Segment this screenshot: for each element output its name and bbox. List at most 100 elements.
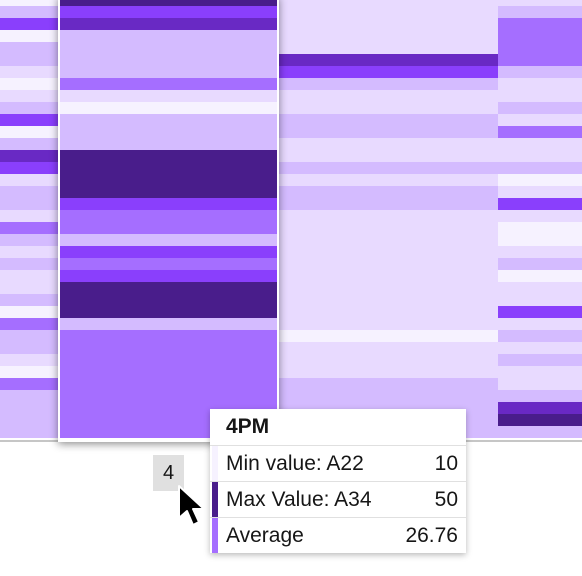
heatmap-cell[interactable] bbox=[60, 270, 278, 282]
heatmap-cell[interactable] bbox=[60, 330, 278, 342]
heatmap-cell[interactable] bbox=[498, 54, 582, 66]
heatmap-cell[interactable] bbox=[278, 30, 498, 42]
heatmap-cell[interactable] bbox=[498, 354, 582, 366]
heatmap-cell[interactable] bbox=[498, 234, 582, 246]
heatmap-cell[interactable] bbox=[60, 126, 278, 138]
heatmap-cell[interactable] bbox=[0, 54, 58, 66]
heatmap-cell[interactable] bbox=[498, 198, 582, 210]
heatmap-cell[interactable] bbox=[498, 342, 582, 354]
heatmap-cell[interactable] bbox=[278, 246, 498, 258]
heatmap-cell[interactable] bbox=[498, 378, 582, 390]
heatmap-cell[interactable] bbox=[0, 306, 58, 318]
heatmap-cell[interactable] bbox=[278, 282, 498, 294]
heatmap-cell[interactable] bbox=[278, 78, 498, 90]
heatmap-cell[interactable] bbox=[0, 402, 58, 414]
heatmap-cell[interactable] bbox=[278, 390, 498, 402]
heatmap-cell[interactable] bbox=[278, 366, 498, 378]
heatmap-cell[interactable] bbox=[0, 270, 58, 282]
heatmap-cell[interactable] bbox=[498, 78, 582, 90]
heatmap-cell[interactable] bbox=[0, 258, 58, 270]
heatmap-cell[interactable] bbox=[278, 210, 498, 222]
heatmap-cell[interactable] bbox=[278, 198, 498, 210]
heatmap-cell[interactable] bbox=[60, 90, 278, 102]
heatmap-cell[interactable] bbox=[60, 342, 278, 354]
heatmap-cell[interactable] bbox=[0, 390, 58, 402]
heatmap-cell[interactable] bbox=[0, 210, 58, 222]
heatmap-cell[interactable] bbox=[0, 234, 58, 246]
heatmap-cell[interactable] bbox=[0, 0, 58, 6]
heatmap-cell[interactable] bbox=[60, 222, 278, 234]
heatmap-cell[interactable] bbox=[0, 150, 58, 162]
heatmap-cell[interactable] bbox=[498, 210, 582, 222]
heatmap-cell[interactable] bbox=[498, 18, 582, 30]
heatmap-cell[interactable] bbox=[0, 354, 58, 366]
heatmap-cell[interactable] bbox=[60, 354, 278, 366]
heatmap-cell[interactable] bbox=[60, 258, 278, 270]
heatmap-cell[interactable] bbox=[60, 162, 278, 174]
heatmap-cell[interactable] bbox=[278, 234, 498, 246]
heatmap-cell[interactable] bbox=[278, 354, 498, 366]
heatmap-cell[interactable] bbox=[0, 162, 58, 174]
heatmap-cell[interactable] bbox=[0, 222, 58, 234]
heatmap-cell[interactable] bbox=[498, 294, 582, 306]
heatmap-cell[interactable] bbox=[60, 66, 278, 78]
heatmap-cell[interactable] bbox=[278, 114, 498, 126]
heatmap-cell[interactable] bbox=[0, 126, 58, 138]
heatmap-cell[interactable] bbox=[0, 114, 58, 126]
heatmap-cell[interactable] bbox=[60, 366, 278, 378]
heatmap-cell[interactable] bbox=[60, 294, 278, 306]
heatmap-cell[interactable] bbox=[0, 90, 58, 102]
heatmap-cell[interactable] bbox=[498, 186, 582, 198]
heatmap-cell[interactable] bbox=[278, 126, 498, 138]
heatmap-cell[interactable] bbox=[278, 318, 498, 330]
heatmap-cell[interactable] bbox=[498, 390, 582, 402]
heatmap-cell[interactable] bbox=[0, 42, 58, 54]
heatmap-cell[interactable] bbox=[498, 0, 582, 6]
heatmap-cell[interactable] bbox=[60, 42, 278, 54]
heatmap-cell[interactable] bbox=[498, 138, 582, 150]
heatmap-cell[interactable] bbox=[498, 126, 582, 138]
heatmap-cell[interactable] bbox=[0, 18, 58, 30]
heatmap-cell[interactable] bbox=[278, 18, 498, 30]
heatmap-cell[interactable] bbox=[498, 258, 582, 270]
heatmap-cell[interactable] bbox=[278, 186, 498, 198]
heatmap-cell[interactable] bbox=[278, 42, 498, 54]
heatmap-cell[interactable] bbox=[498, 306, 582, 318]
heatmap-cell[interactable] bbox=[0, 294, 58, 306]
heatmap-cell[interactable] bbox=[498, 330, 582, 342]
heatmap-cell[interactable] bbox=[60, 6, 278, 18]
heatmap-cell[interactable] bbox=[278, 306, 498, 318]
heatmap-cell[interactable] bbox=[278, 102, 498, 114]
heatmap-cell[interactable] bbox=[0, 426, 58, 438]
heatmap-cell[interactable] bbox=[278, 150, 498, 162]
heatmap-cell[interactable] bbox=[60, 114, 278, 126]
heatmap-cell[interactable] bbox=[498, 30, 582, 42]
heatmap-cell[interactable] bbox=[60, 54, 278, 66]
heatmap-cell[interactable] bbox=[60, 78, 278, 90]
heatmap-cell[interactable] bbox=[60, 18, 278, 30]
heatmap-cell[interactable] bbox=[278, 222, 498, 234]
heatmap-cell[interactable] bbox=[0, 138, 58, 150]
heatmap-cell[interactable] bbox=[498, 414, 582, 426]
heatmap-cell[interactable] bbox=[0, 378, 58, 390]
heatmap-cell[interactable] bbox=[0, 318, 58, 330]
heatmap-cell[interactable] bbox=[278, 0, 498, 6]
heatmap-cell[interactable] bbox=[0, 414, 58, 426]
heatmap-cell[interactable] bbox=[60, 198, 278, 210]
heatmap-cell[interactable] bbox=[0, 330, 58, 342]
heatmap-cell[interactable] bbox=[498, 222, 582, 234]
heatmap-cell[interactable] bbox=[498, 102, 582, 114]
heatmap-cell[interactable] bbox=[60, 30, 278, 42]
heatmap-cell[interactable] bbox=[498, 114, 582, 126]
heatmap-cell[interactable] bbox=[60, 234, 278, 246]
heatmap-cell[interactable] bbox=[0, 30, 58, 42]
heatmap-cell[interactable] bbox=[0, 66, 58, 78]
heatmap-cell[interactable] bbox=[60, 378, 278, 390]
heatmap-cell[interactable] bbox=[0, 198, 58, 210]
heatmap-cell[interactable] bbox=[60, 0, 278, 6]
heatmap-cell[interactable] bbox=[0, 282, 58, 294]
heatmap-cell[interactable] bbox=[278, 90, 498, 102]
heatmap-cell[interactable] bbox=[498, 90, 582, 102]
heatmap-cell[interactable] bbox=[60, 306, 278, 318]
heatmap-cell[interactable] bbox=[278, 294, 498, 306]
